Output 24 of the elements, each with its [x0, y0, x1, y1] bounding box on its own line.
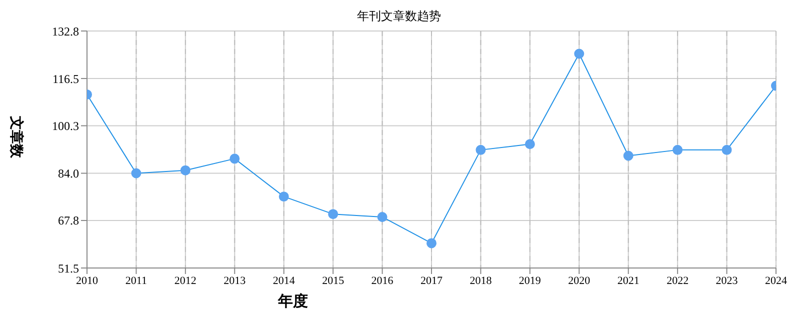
x-tick-label: 2014: [272, 274, 296, 287]
x-tick-label: 2023: [716, 274, 738, 287]
x-tick-label: 2013: [224, 274, 246, 287]
x-tick-label: 2012: [174, 274, 196, 287]
chart-title: 年刊文章数趋势: [356, 8, 442, 25]
y-tick-label: 100.3: [52, 119, 79, 133]
y-tick-label: 116.5: [52, 72, 79, 86]
x-tick-label: 2021: [617, 274, 640, 287]
y-tick-label: 84.0: [58, 166, 79, 181]
x-tick-label: 2024: [765, 274, 788, 287]
y-axis-title: 文章数: [7, 115, 25, 160]
x-tick-label: 2019: [518, 274, 542, 287]
x-tick-label: 2020: [568, 274, 591, 287]
x-tick-label: 2016: [371, 274, 394, 287]
x-axis-title: 年度: [278, 292, 308, 311]
x-tick-label: 2022: [666, 274, 689, 287]
x-tick-label: 2011: [125, 274, 148, 287]
x-tick-label: 2015: [322, 274, 345, 287]
y-tick-label: 67.8: [58, 214, 79, 228]
x-tick-label: 2010: [76, 274, 98, 287]
x-tick-label: 2018: [470, 274, 492, 287]
x-tick-label: 2017: [420, 274, 443, 287]
y-tick-label: 132.8: [52, 24, 79, 38]
y-tick-label: 51.5: [58, 261, 79, 276]
